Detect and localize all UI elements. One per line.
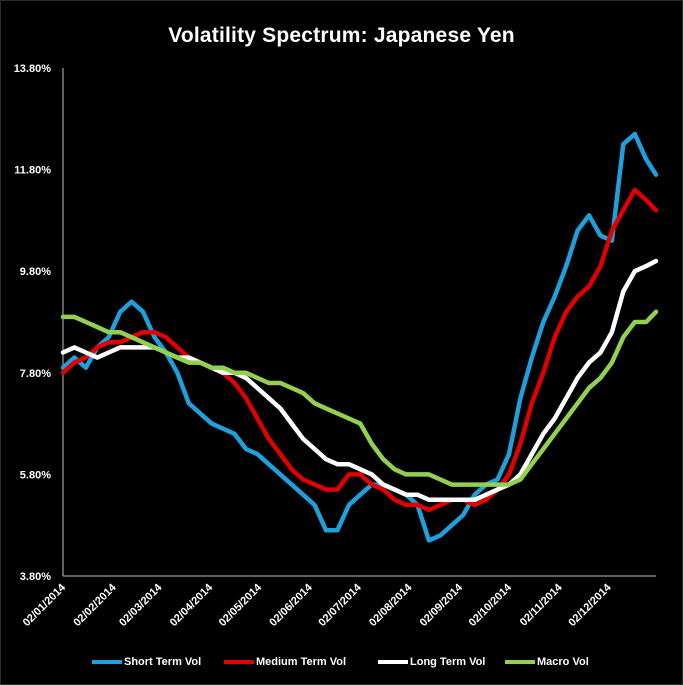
chart-plot: 13.80% 11.80% 9.80% 7.80% 5.80% 3.80% 02/01/2… — [14, 63, 659, 629]
legend-item: Long Term Vol — [378, 652, 485, 672]
x-tick-label: 02/07/2014 — [316, 581, 364, 629]
legend-label: Macro Vol — [537, 656, 589, 668]
x-tick-label: 02/08/2014 — [367, 581, 415, 629]
y-tick-label: 11.80% — [14, 165, 51, 177]
x-tick-label: 02/06/2014 — [267, 581, 315, 629]
legend: Short Term Vol Medium Term Vol Long Term V… — [0, 652, 683, 672]
x-tick-label: 02/02/2014 — [71, 581, 119, 629]
y-tick-label: 3.80% — [20, 571, 51, 583]
y-tick-label: 13.80% — [14, 63, 52, 75]
y-tick-label: 5.80% — [20, 469, 51, 481]
legend-swatch — [92, 660, 122, 664]
legend-item: Macro Vol — [505, 652, 589, 672]
x-tick-label: 02/05/2014 — [217, 581, 265, 629]
legend-label: Medium Term Vol — [256, 656, 347, 668]
y-tick-labels: 13.80% 11.80% 9.80% 7.80% 5.80% 3.80% — [14, 63, 52, 583]
x-tick-label: 02/04/2014 — [168, 581, 216, 629]
axes — [62, 68, 656, 577]
legend-label: Short Term Vol — [124, 656, 202, 668]
x-tick-label: 02/09/2014 — [418, 581, 466, 629]
series-line-short-term-vol — [60, 131, 659, 543]
y-tick-label: 7.80% — [20, 368, 51, 380]
legend-swatch — [505, 660, 535, 664]
series-line-macro-vol — [60, 309, 659, 487]
chart-title: Volatility Spectrum: Japanese Yen — [168, 24, 515, 47]
legend-label: Long Term Vol — [410, 656, 486, 668]
series-line-long-term-vol — [60, 258, 659, 503]
series-lines — [60, 131, 659, 543]
x-tick-label: 02/11/2014 — [518, 581, 566, 629]
legend-swatch — [378, 660, 408, 664]
legend-swatch — [224, 660, 254, 664]
x-tick-label: 02/12/2014 — [566, 581, 614, 629]
series-line-medium-term-vol — [60, 187, 659, 513]
x-tick-label: 02/03/2014 — [117, 581, 165, 629]
legend-item: Short Term Vol — [92, 652, 201, 672]
y-tick-label: 9.80% — [20, 266, 51, 278]
legend-item: Medium Term Vol — [224, 652, 346, 672]
x-tick-label: 02/10/2014 — [467, 581, 515, 629]
x-tick-label: 02/01/2014 — [21, 581, 69, 629]
